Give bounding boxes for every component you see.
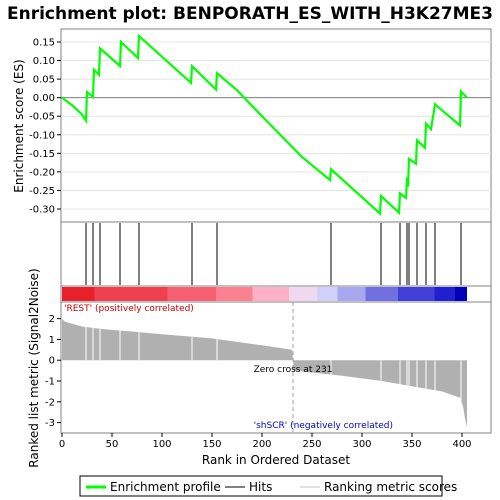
metric-tick-label: -1: [45, 377, 55, 388]
metric-tick-label: 2: [49, 314, 55, 325]
x-tick-label: 150: [202, 439, 221, 450]
es-y-label: Enrichment score (ES): [12, 59, 26, 192]
x-tick-label: 300: [352, 439, 371, 450]
positive-label: 'REST' (positively correlated): [64, 304, 194, 314]
x-ticks: 0 50 100 150 200 250 300 350 400: [59, 433, 472, 450]
es-tick-label: 0.00: [33, 93, 55, 104]
hits-panel-frame: [60, 221, 492, 287]
negative-label: 'shSCR' (negatively correlated): [254, 421, 393, 431]
es-tick-label: -0.25: [29, 186, 55, 197]
metric-y-label: Ranked list metric (Signal2Noise): [27, 268, 41, 467]
zero-cross-label: Zero cross at 231: [254, 365, 333, 375]
legend-label: Hits: [249, 480, 272, 494]
es-tick-label: 0.05: [33, 75, 55, 86]
es-tick-label: -0.15: [29, 149, 55, 160]
es-tick-label: 0.10: [33, 56, 55, 67]
metric-tick-label: 0: [49, 356, 55, 367]
legend: [79, 475, 443, 497]
enrichment-profile-line: [61, 33, 468, 216]
metric-y-ticks: 2 1 0 -1 -2 -3: [45, 314, 61, 429]
hit-markers: [85, 223, 462, 285]
x-axis-label: Rank in Ordered Dataset: [202, 453, 350, 467]
metric-tick-label: 1: [49, 335, 55, 346]
metric-panel-frame: [60, 301, 492, 434]
legend-label: Ranking metric scores: [324, 480, 457, 494]
x-tick-label: 200: [252, 439, 271, 450]
ranking-colorbar: [62, 287, 467, 301]
x-tick-label: 250: [302, 439, 321, 450]
legend-items: Enrichment profile Hits Ranking metric sco…: [86, 480, 457, 494]
legend-label: Enrichment profile: [110, 480, 221, 494]
x-tick-label: 50: [106, 439, 119, 450]
metric-tick-label: -3: [45, 418, 55, 429]
ranking-metric-area: [62, 318, 467, 427]
es-tick-label: -0.20: [29, 167, 55, 178]
es-tick-label: 0.15: [33, 37, 55, 48]
metric-tick-label: -2: [45, 397, 55, 408]
es-y-ticks: 0.15 0.10 0.05 0.00 -0.05 -0.10 -0.15 -0.20 -0.2…: [29, 37, 61, 216]
chart-title: Enrichment plot: BENPORATH_ES_WITH_H3K27…: [7, 4, 493, 24]
es-tick-label: -0.05: [29, 112, 55, 123]
x-tick-label: 0: [59, 439, 65, 450]
x-tick-label: 400: [452, 439, 471, 450]
x-tick-label: 350: [402, 439, 421, 450]
es-tick-label: -0.10: [29, 130, 55, 141]
ranking-metric-stripes: [85, 327, 462, 401]
es-tick-label: -0.30: [29, 205, 55, 216]
x-tick-label: 100: [152, 439, 171, 450]
